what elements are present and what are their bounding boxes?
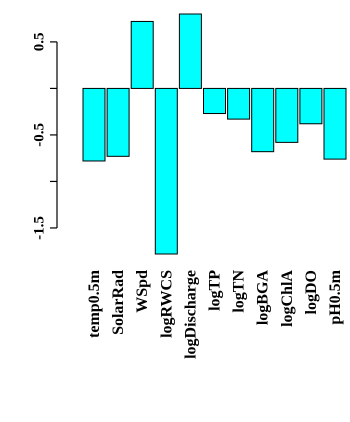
bar-logTP [203,87,226,115]
x-tick-label: logTP [207,270,224,311]
x-tick-label: logChlA [279,270,296,327]
bar-logDO [299,87,323,125]
y-tick-label: -0.5 [31,123,47,147]
bar-SolarRad [106,87,130,157]
x-tick-label: temp0.5m [86,269,103,338]
x-tick-label: WSpd [134,270,151,313]
bar-logBGA [251,87,275,153]
y-tick-label: -1.5 [31,216,47,240]
bar-logRWCS [154,87,178,255]
x-axis-labels: temp0.5m SolarRad WSpd logRWCS logDischarge l… [86,269,344,359]
bar-logChlA [275,87,299,143]
x-tick-label: logRWCS [158,270,175,338]
x-tick-label: logDO [303,270,320,314]
bar-logTN [227,87,251,120]
x-tick-label: logDischarge [182,270,199,359]
bar-temp0.5m [82,87,106,162]
x-tick-label: logTN [231,270,248,313]
bar-logDischarge [178,13,202,89]
y-tick-label: 0.5 [31,33,47,52]
bar-series [82,13,347,255]
x-tick-label: logBGA [255,270,272,326]
bar-WSpd [130,20,154,89]
x-tick-label: SolarRad [110,270,127,335]
bar-pH0.5m [323,87,347,160]
x-tick-label: pH0.5m [327,269,344,324]
y-axis: 0.5 -0.5 -1.5 [31,33,58,240]
